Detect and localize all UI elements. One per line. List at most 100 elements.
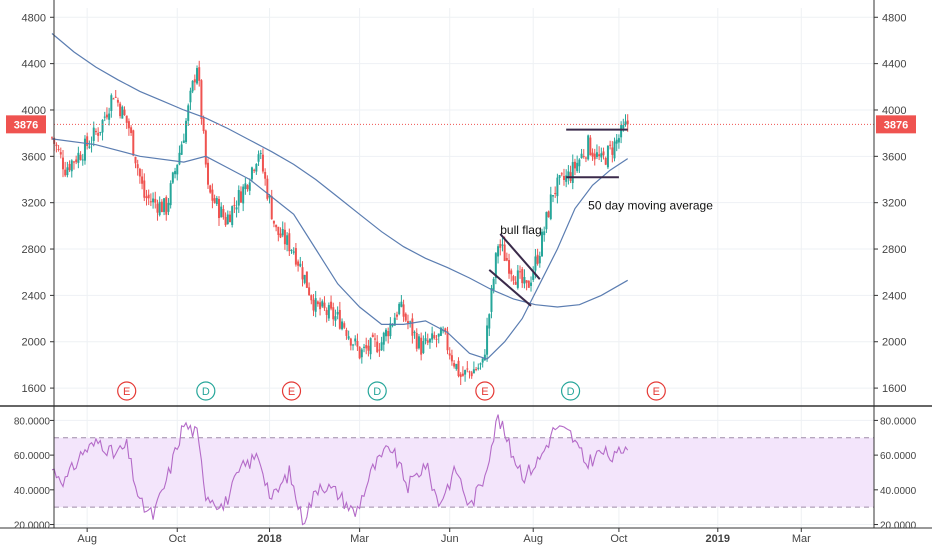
candle-body (341, 321, 344, 330)
rsi-tick-label: 20.0000 (880, 521, 917, 532)
candle-body (310, 295, 313, 301)
candle-body (261, 154, 264, 172)
candle-body (554, 192, 557, 194)
candle-body (246, 185, 249, 190)
candle-body (81, 159, 84, 161)
candle-body (279, 233, 282, 238)
candle-body (461, 373, 464, 376)
candle-body (193, 79, 196, 83)
candle-body (136, 164, 139, 169)
candle-body (312, 299, 315, 311)
candle-body (239, 191, 242, 203)
candle-body (365, 345, 368, 349)
candle-body (417, 336, 420, 349)
candle-body (395, 314, 398, 317)
x-tick-label: Jun (441, 533, 459, 545)
candle-body (198, 67, 201, 81)
plot-marks: bull flag 50 day moving average E D E D E D E (51, 33, 874, 526)
candle-body (360, 349, 363, 358)
x-tick-label: Mar (792, 533, 811, 545)
candle-body (202, 118, 205, 132)
candle-body (319, 302, 322, 310)
candle-body (138, 168, 141, 177)
candle-body (244, 183, 247, 190)
candle-body (171, 172, 174, 183)
candle-body (530, 282, 533, 286)
dividend-marker-label: D (202, 386, 210, 398)
candle-body (367, 345, 370, 351)
candle-body (308, 287, 311, 295)
candle-body (132, 130, 135, 156)
candle-body (595, 152, 598, 158)
trendline (499, 233, 541, 280)
candle-body (371, 334, 374, 337)
x-tick-label: 2018 (257, 533, 281, 545)
candle-body (141, 176, 144, 184)
candle-body (180, 144, 183, 155)
candle-body (525, 280, 528, 283)
candle-body (437, 333, 440, 337)
candle-body (477, 367, 480, 369)
ma-50-line (51, 138, 629, 360)
candle-body (275, 224, 278, 228)
candle-body (297, 261, 300, 266)
candle-body (323, 302, 326, 309)
price-tick-label: 1600 (882, 383, 906, 395)
candle-body (523, 277, 526, 284)
price-tick-label: 2000 (882, 337, 906, 349)
candle-body (409, 321, 412, 323)
x-tick-label: Aug (77, 533, 97, 545)
candle-body (382, 332, 385, 345)
last-price-badge-right (876, 115, 916, 134)
candle-body (174, 171, 177, 175)
earnings-marker (475, 381, 495, 401)
candle-body (446, 331, 449, 351)
candle-body (556, 177, 559, 197)
candle-body (404, 313, 407, 321)
price-tick-label: 3200 (882, 198, 906, 210)
candle-body (51, 137, 53, 139)
candle-body (125, 115, 128, 123)
candle-body (176, 164, 179, 175)
candle-body (387, 331, 390, 337)
candle-body (349, 338, 352, 346)
candle-body (154, 198, 157, 203)
candle-body (352, 344, 355, 346)
candle-body (327, 305, 330, 319)
candle-body (613, 141, 616, 159)
candle-body (541, 231, 544, 257)
candle-body (77, 152, 80, 163)
candle-body (354, 338, 357, 342)
price-tick-label: 2800 (22, 244, 46, 256)
candle-body (376, 341, 379, 353)
candle-body (565, 175, 568, 182)
candle-body (508, 260, 511, 274)
candle-body (512, 276, 515, 281)
price-tick-label: 4000 (882, 105, 906, 117)
candle-body (389, 323, 392, 337)
candle-body (580, 153, 583, 159)
candle-body (152, 198, 155, 203)
candle-body (226, 214, 229, 225)
x-tick-label: Oct (169, 533, 186, 545)
candle-body (281, 228, 284, 236)
candle-body (459, 374, 462, 377)
dividend-marker (367, 381, 387, 401)
candle-body (393, 317, 396, 326)
candle-body (488, 314, 491, 329)
price-tick-label: 2400 (22, 290, 46, 302)
candle-body (283, 229, 286, 245)
candle-body (196, 68, 199, 84)
candle-body (220, 206, 223, 218)
candle-body (143, 180, 146, 198)
price-tick-label: 4400 (882, 59, 906, 71)
candle-body (70, 160, 73, 172)
earnings-marker-label: E (123, 386, 130, 398)
candle-body (411, 318, 414, 336)
candle-body (475, 368, 478, 371)
candle-body (112, 98, 115, 100)
candle-body (92, 127, 95, 141)
candle-body (336, 311, 339, 315)
candle-body (130, 127, 133, 134)
